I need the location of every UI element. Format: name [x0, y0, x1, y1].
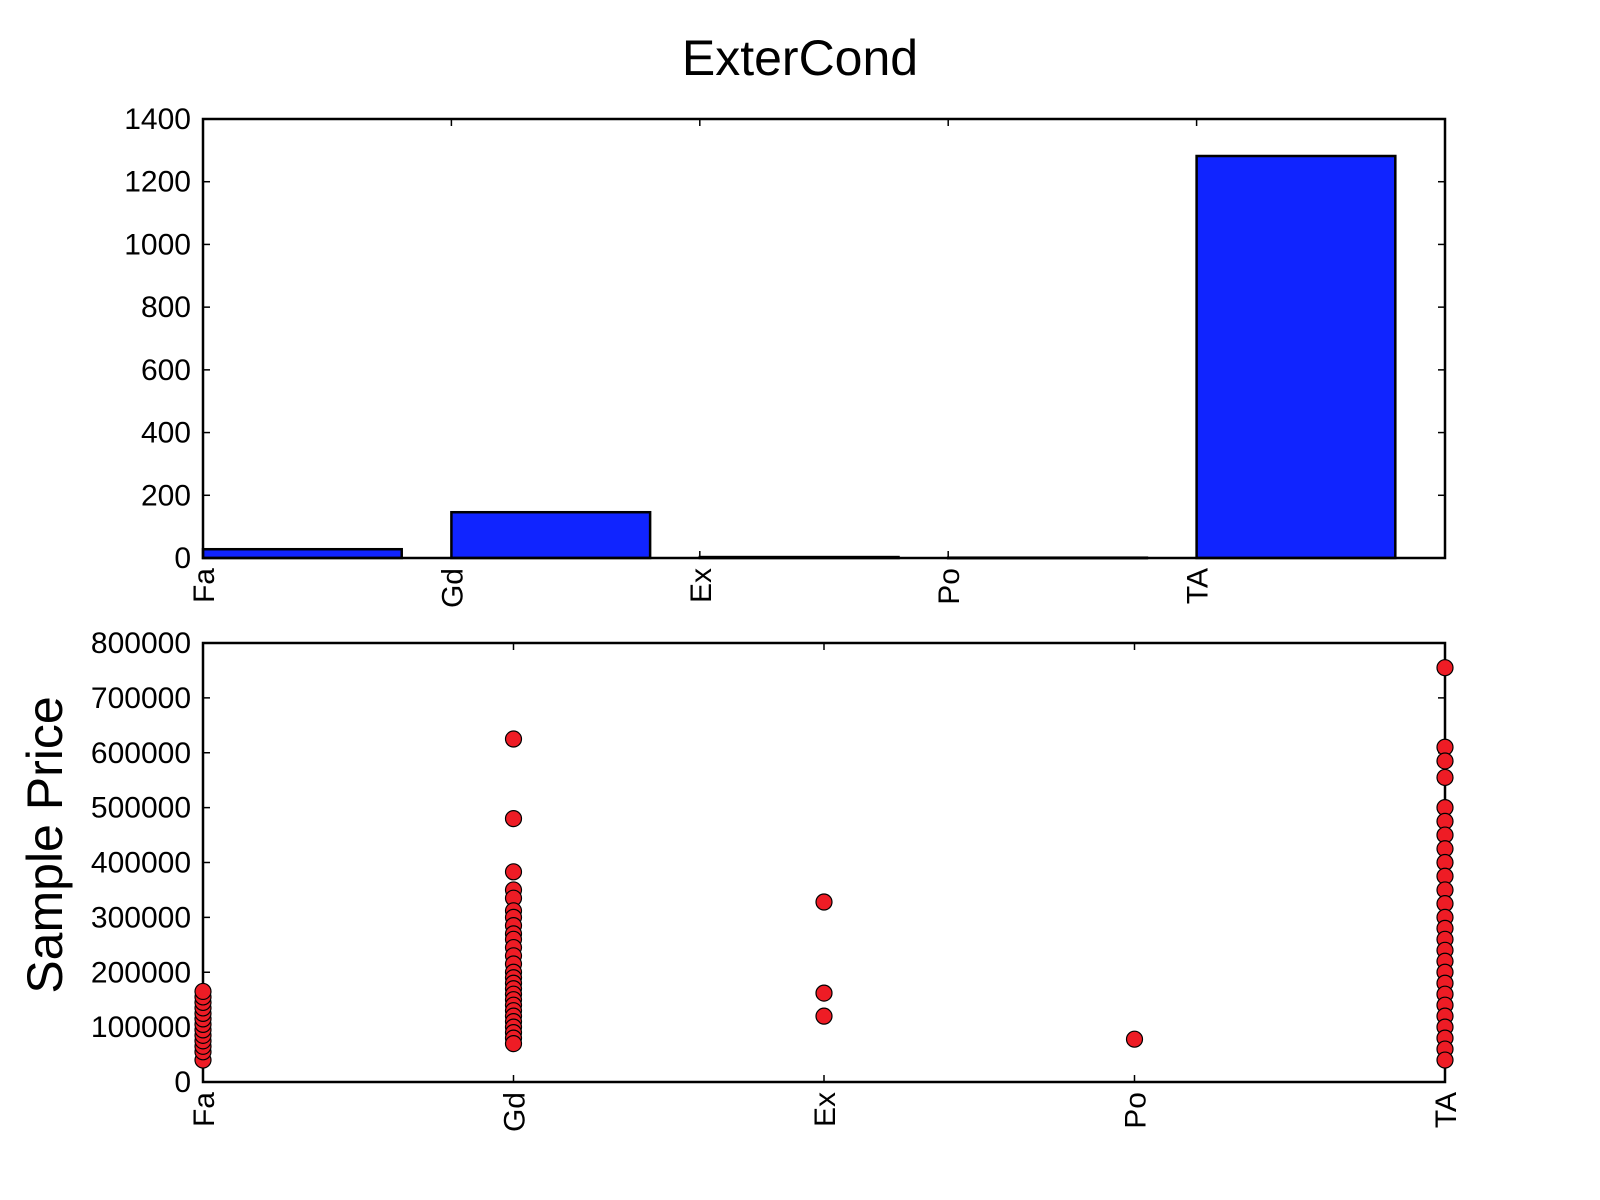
scatter-point — [815, 1007, 833, 1025]
scatter-point — [194, 982, 212, 1001]
scatter-xtick-label: Ex — [809, 1092, 842, 1127]
bar-chart: 0 200 400 600 800 1000 1200 1400 Fa Gd Ex Po TA — [124, 103, 1447, 608]
scatter-point — [1436, 768, 1454, 787]
scatter-point — [504, 863, 523, 881]
bar-ytick-label: 400 — [141, 417, 191, 450]
scatter-chart: 0 100000 200000 300000 400000 500000 600000 700… — [91, 627, 1463, 1132]
scatter-point — [504, 730, 523, 748]
scatter-ytick-label: 0 — [174, 1066, 191, 1099]
scatter-ytick-label: 700000 — [91, 682, 191, 715]
scatter-ytick-label: 100000 — [91, 1011, 191, 1044]
scatter-ytick-label: 400000 — [91, 847, 191, 880]
scatter-point — [1436, 1051, 1454, 1069]
scatter-point — [504, 809, 523, 828]
scatter-point — [815, 893, 833, 911]
chart-title: ExterCond — [682, 30, 918, 86]
bar-xtick-label: TA — [1182, 568, 1215, 604]
scatter-point — [504, 1034, 523, 1053]
scatter-point — [815, 984, 833, 1002]
bar-xtick-label: Fa — [188, 568, 221, 603]
bar-xtick-label: Ex — [685, 568, 718, 603]
scatter-point — [1436, 659, 1454, 677]
scatter-xtick-label: TA — [1430, 1092, 1463, 1128]
bar-ytick-label: 200 — [141, 479, 191, 512]
bar-xtick-label: Gd — [436, 568, 469, 608]
bar-ytick-label: 800 — [141, 291, 191, 324]
bar-ytick-label: 0 — [174, 542, 191, 575]
scatter-xtick-label: Fa — [188, 1092, 221, 1127]
scatter-ytick-label: 500000 — [91, 792, 191, 825]
scatter-ytick-label: 300000 — [91, 901, 191, 934]
bar-ytick-label: 1400 — [124, 103, 191, 136]
scatter-y-axis-label: Sample Price — [17, 696, 73, 993]
scatter-point — [1436, 752, 1454, 770]
bar-gd — [450, 510, 652, 560]
bar-ta — [1195, 154, 1397, 560]
bar-xtick-label: Po — [933, 568, 966, 605]
scatter-ytick-label: 600000 — [91, 737, 191, 770]
scatter-xtick-label: Po — [1120, 1092, 1153, 1129]
scatter-xtick-label: Gd — [499, 1092, 532, 1132]
bar-ytick-label: 600 — [141, 354, 191, 387]
bar-axes-frame — [201, 117, 1447, 560]
scatter-point — [1125, 1030, 1144, 1048]
bar-ytick-label: 1200 — [124, 166, 191, 199]
scatter-ytick-label: 800000 — [91, 627, 191, 660]
bar-ytick-label: 1000 — [124, 228, 191, 261]
scatter-ytick-label: 200000 — [91, 956, 191, 989]
bar-fa — [201, 547, 403, 560]
